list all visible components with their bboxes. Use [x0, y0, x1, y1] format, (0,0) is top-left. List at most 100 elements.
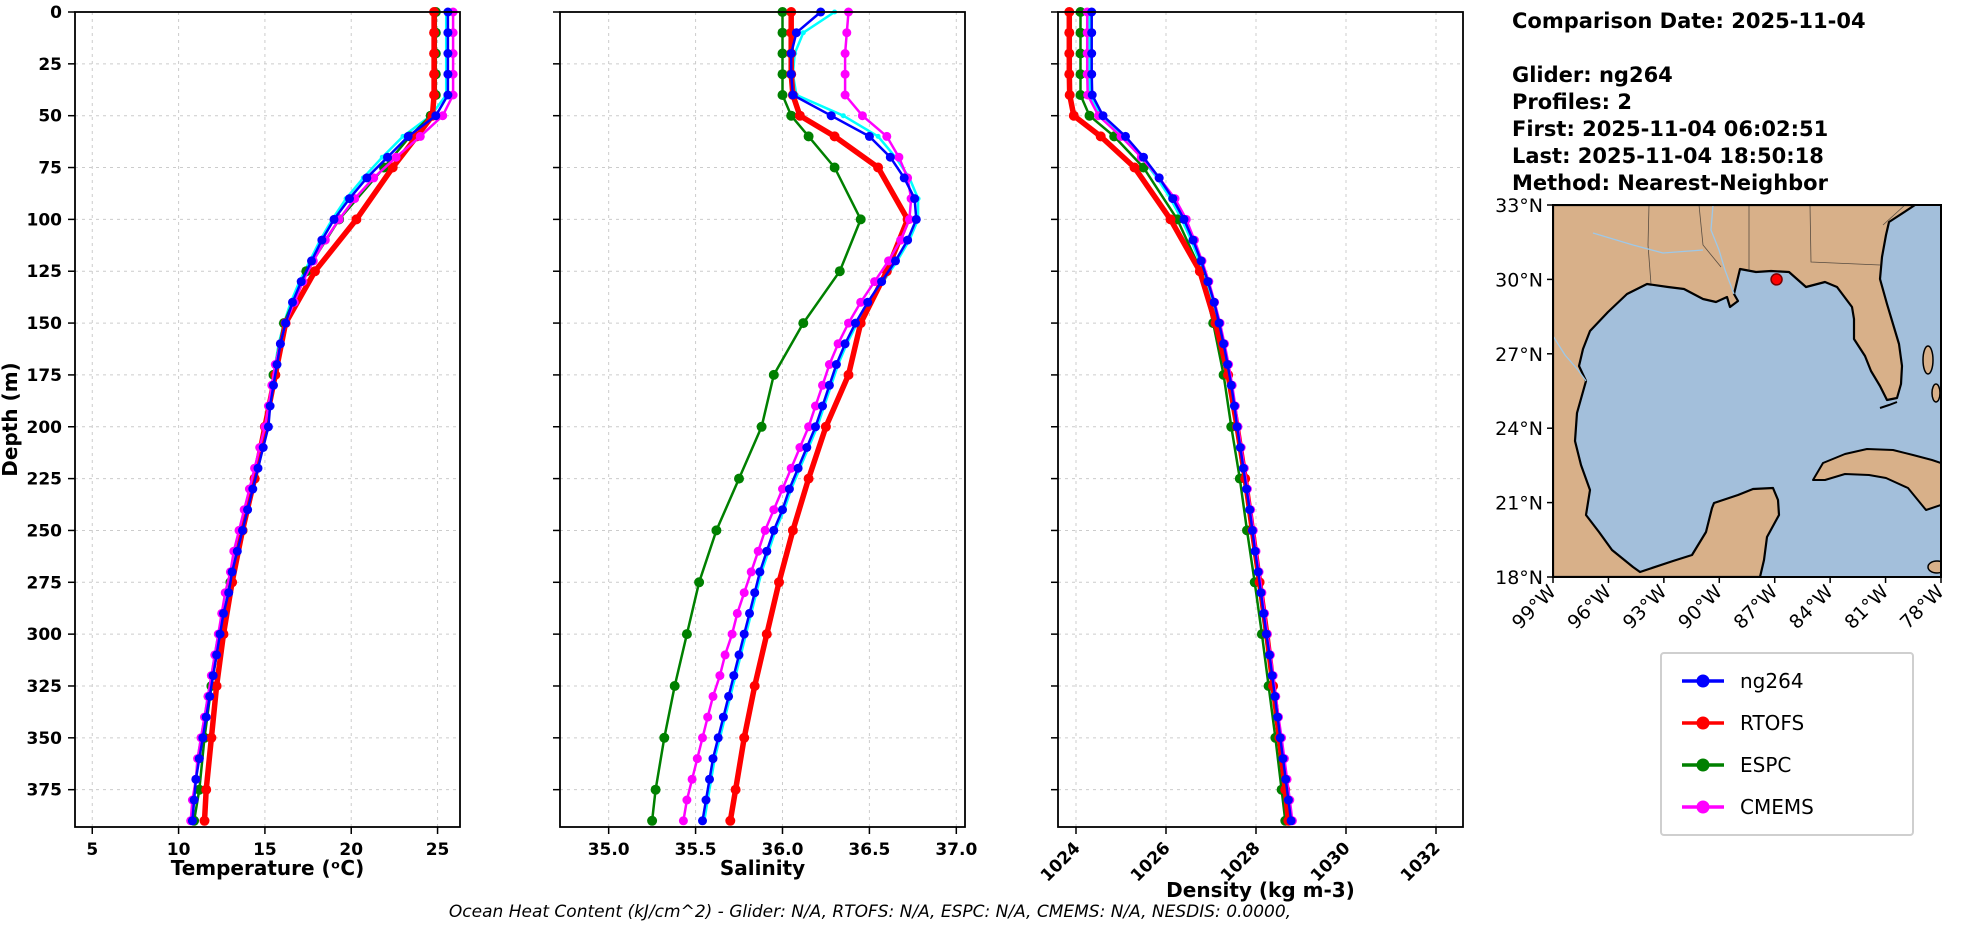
svg-text:1024: 1024	[1037, 838, 1085, 886]
svg-text:175: 175	[27, 366, 63, 386]
svg-text:15: 15	[253, 840, 277, 860]
legend-item-ESPC: ESPC	[1662, 744, 1912, 786]
density-profile-chart: 1024 1026 1028 1030 1032 Density (kg m-3)	[1037, 7, 1464, 902]
series-line-ng264	[191, 10, 450, 823]
svg-text:10: 10	[167, 840, 191, 860]
series-markers-ng264	[1087, 7, 1296, 826]
x-axis-title: Salinity	[720, 856, 805, 880]
svg-text:90°W: 90°W	[1674, 581, 1727, 634]
x-axis-title: Temperature (ᵒC)	[171, 856, 365, 880]
axes-frame	[74, 11, 461, 828]
svg-text:350: 350	[27, 729, 63, 749]
salinity-chart-svg: 35.0 35.5 36.0 36.5 37.0 Salinity	[553, 7, 977, 880]
series-line-RTOFS	[201, 9, 437, 824]
land-north-america	[1553, 205, 1917, 577]
legend-marker-CMEMS	[1682, 800, 1724, 814]
legend: ng264 RTOFS ESPC CMEMS	[1660, 652, 1914, 836]
comparison-date-text: Comparison Date: 2025-11-04	[1512, 9, 1866, 33]
svg-text:18°N: 18°N	[1495, 567, 1543, 589]
series-line-CMEMS	[189, 10, 455, 823]
svg-text:78°W: 78°W	[1896, 581, 1949, 634]
svg-text:35.0: 35.0	[588, 840, 630, 860]
info-panel: Comparison Date: 2025-11-04 Glider: ng26…	[1512, 8, 1866, 197]
series-line-ESPC	[192, 10, 438, 823]
svg-text:300: 300	[27, 625, 63, 645]
island-bahamas-2	[1931, 383, 1941, 403]
svg-text:200: 200	[27, 418, 63, 438]
series-line-ng264-2	[703, 10, 920, 823]
tick-marks	[553, 11, 958, 834]
svg-text:25: 25	[426, 840, 450, 860]
legend-marker-ESPC	[1682, 758, 1724, 772]
series-markers-RTOFS	[199, 7, 440, 826]
series-markers-ESPC	[189, 7, 441, 826]
x-axis-title: Density (kg m-3)	[1166, 878, 1355, 902]
series-markers-RTOFS	[1064, 7, 1294, 826]
info-spacer	[1512, 35, 1866, 62]
island-bahamas	[1922, 345, 1934, 375]
svg-text:25: 25	[38, 55, 62, 75]
state-borders	[1647, 205, 1906, 285]
legend-label-RTOFS: RTOFS	[1740, 711, 1805, 735]
svg-text:36.0: 36.0	[762, 840, 804, 860]
series-line-ng264	[1090, 10, 1293, 823]
svg-text:36.5: 36.5	[848, 840, 890, 860]
svg-text:1032: 1032	[1397, 838, 1445, 886]
svg-text:75: 75	[38, 159, 62, 179]
last-profile-time-text: Last: 2025-11-04 18:50:18	[1512, 144, 1824, 168]
gulf-of-mexico-map: 33°N 30°N 27°N 24°N 21°N 18°N 99°W 96°W 93°W 90°W…	[1495, 195, 1949, 634]
legend-marker-RTOFS	[1682, 716, 1724, 730]
y-axis-title: Depth (m)	[0, 362, 22, 476]
temperature-chart-svg: 5 10 15 20 250255075100125150175200225250275…	[0, 3, 461, 880]
map-svg: 33°N30°N27°N24°N21°N18°N99°W 96°W 93°W 90°W…	[1495, 195, 1949, 634]
svg-text:20: 20	[339, 840, 363, 860]
legend-item-RTOFS: RTOFS	[1662, 702, 1912, 744]
svg-text:96°W: 96°W	[1563, 581, 1616, 634]
svg-text:24°N: 24°N	[1495, 418, 1543, 440]
svg-text:30°N: 30°N	[1495, 269, 1543, 291]
map-frame	[1552, 204, 1942, 578]
legend-label-ESPC: ESPC	[1740, 753, 1792, 777]
method-text: Method: Nearest-Neighbor	[1512, 171, 1828, 195]
svg-text:125: 125	[27, 262, 63, 282]
svg-text:150: 150	[27, 314, 63, 334]
salinity-profile-chart: 35.0 35.5 36.0 36.5 37.0 Salinity	[553, 7, 977, 880]
svg-text:375: 375	[27, 781, 63, 801]
svg-text:93°W: 93°W	[1619, 581, 1672, 634]
series-line-ng264	[701, 10, 918, 823]
series-markers-ESPC	[647, 7, 866, 826]
florida-keys	[1879, 401, 1898, 409]
svg-text:5: 5	[86, 840, 98, 860]
svg-text:84°W: 84°W	[1785, 581, 1838, 634]
svg-text:0: 0	[50, 3, 62, 23]
series-line-CMEMS	[682, 10, 913, 823]
svg-text:27°N: 27°N	[1495, 344, 1543, 366]
legend-label-CMEMS: CMEMS	[1740, 795, 1814, 819]
svg-text:225: 225	[27, 470, 63, 490]
legend-item-ng264: ng264	[1662, 660, 1912, 702]
svg-text:37.0: 37.0	[935, 840, 977, 860]
axes-frame	[559, 11, 966, 828]
legend-marker-ng264	[1682, 674, 1724, 688]
first-profile-time-text: First: 2025-11-04 06:02:51	[1512, 117, 1829, 141]
legend-item-CMEMS: CMEMS	[1662, 786, 1912, 828]
series-markers-ESPC	[1075, 7, 1291, 826]
series-markers-ng264	[698, 7, 921, 826]
tick-marks	[1051, 11, 1437, 834]
svg-text:325: 325	[27, 677, 63, 697]
tick-marks	[68, 11, 439, 834]
svg-text:250: 250	[27, 521, 63, 541]
island-jamaica	[1927, 560, 1941, 574]
land-cuba	[1812, 448, 1941, 511]
svg-text:81°W: 81°W	[1840, 581, 1893, 634]
series-markers-ng264	[187, 7, 453, 826]
svg-text:33°N: 33°N	[1495, 195, 1543, 217]
profiles-count-text: Profiles: 2	[1512, 90, 1633, 114]
temperature-profile-chart: 5 10 15 20 25 0 25 50 75 100 125 150 175 200 225 250 275…	[0, 3, 461, 880]
svg-text:100: 100	[27, 210, 63, 230]
svg-text:87°W: 87°W	[1730, 581, 1783, 634]
ocean-heat-content-caption: Ocean Heat Content (kJ/cm^2) - Glider: N…	[448, 902, 1292, 922]
map-ticks	[1547, 204, 1942, 583]
